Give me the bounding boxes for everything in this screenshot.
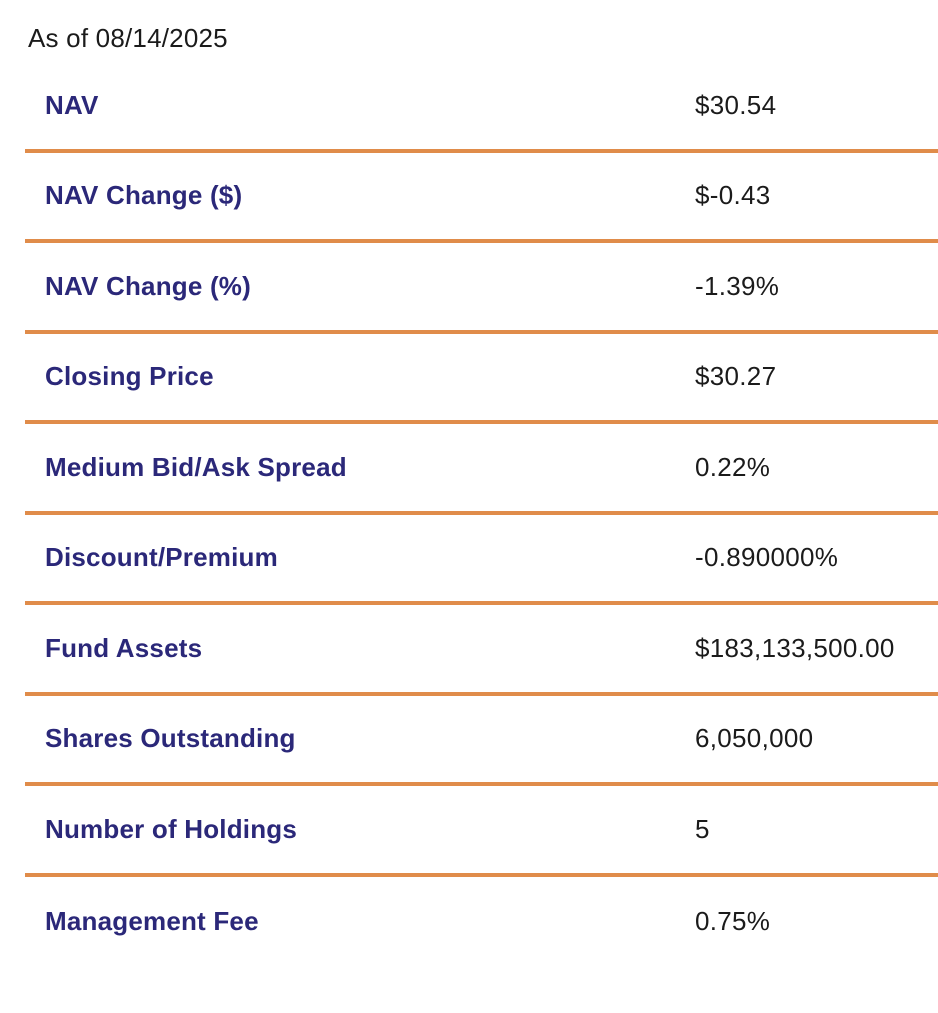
row-value: $30.27 bbox=[695, 361, 777, 392]
row-value: 0.75% bbox=[695, 906, 771, 937]
row-label: Fund Assets bbox=[45, 632, 203, 663]
row-label: NAV Change (%) bbox=[45, 270, 251, 301]
table-row: Number of Holdings 5 bbox=[25, 786, 938, 877]
as-of-date: As of 08/14/2025 bbox=[28, 23, 228, 53]
row-value: -1.39% bbox=[695, 270, 780, 301]
table-row: Medium Bid/Ask Spread 0.22% bbox=[25, 424, 938, 515]
table-row: Discount/Premium -0.890000% bbox=[25, 515, 938, 605]
table-row: NAV Change ($) $-0.43 bbox=[25, 153, 938, 243]
row-label: Shares Outstanding bbox=[45, 723, 296, 754]
row-label: Management Fee bbox=[45, 906, 259, 937]
table-row: Management Fee 0.75% bbox=[25, 877, 938, 968]
row-label: NAV bbox=[45, 89, 99, 120]
row-value: $-0.43 bbox=[695, 180, 771, 211]
row-label: Discount/Premium bbox=[45, 542, 278, 573]
table-row: NAV Change (%) -1.39% bbox=[25, 243, 938, 334]
table-row: NAV $30.54 bbox=[25, 62, 938, 153]
row-label: Number of Holdings bbox=[45, 813, 298, 844]
row-value: -0.890000% bbox=[695, 542, 839, 573]
row-value: $183,133,500.00 bbox=[695, 632, 895, 663]
row-label: Medium Bid/Ask Spread bbox=[45, 451, 347, 482]
table-row: Fund Assets $183,133,500.00 bbox=[25, 605, 938, 696]
row-value: 6,050,000 bbox=[695, 723, 814, 754]
table-row: Shares Outstanding 6,050,000 bbox=[25, 696, 938, 786]
table-row: Closing Price $30.27 bbox=[25, 334, 938, 424]
fund-stats-table: NAV $30.54 NAV Change ($) $-0.43 NAV Cha… bbox=[25, 62, 938, 967]
row-label: Closing Price bbox=[45, 361, 214, 392]
row-value: $30.54 bbox=[695, 89, 777, 120]
row-label: NAV Change ($) bbox=[45, 180, 243, 211]
row-value: 0.22% bbox=[695, 451, 771, 482]
row-value: 5 bbox=[695, 813, 710, 844]
